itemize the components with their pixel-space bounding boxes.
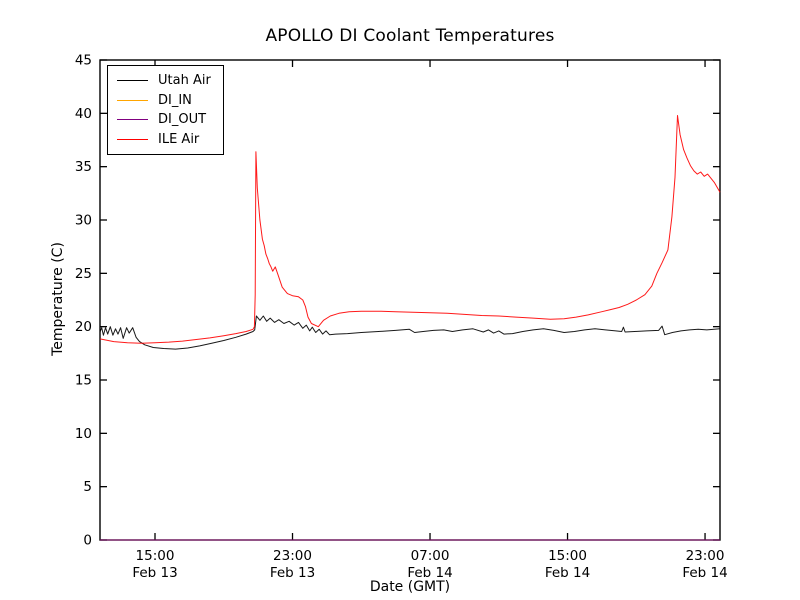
y-tick-label: 5 (83, 479, 92, 495)
y-tick-label: 30 (75, 213, 92, 229)
series-line-ile-air (99, 115, 721, 344)
legend-item-di-in: DI_IN (117, 91, 211, 111)
legend-swatch-di-out (117, 119, 148, 121)
y-tick-label: 45 (75, 53, 92, 69)
chart-title: APOLLO DI Coolant Temperatures (265, 26, 555, 46)
legend: Utah Air DI_IN DI_OUT ILE Air (107, 65, 224, 155)
x-axis-label: Date (GMT) (369, 579, 451, 595)
x-tick-time-label: 15:00 (136, 548, 175, 564)
x-tick-time-label: 15:00 (548, 548, 587, 564)
x-tick-time-label: 07:00 (411, 548, 450, 564)
legend-item-di-out: DI_OUT (117, 110, 211, 130)
y-tick-label: 35 (75, 159, 92, 175)
legend-label-di-out: DI_OUT (158, 112, 207, 128)
y-axis-label: Temperature (C) (50, 242, 66, 356)
y-tick-label: 40 (75, 106, 92, 122)
legend-swatch-ile-air (117, 138, 148, 140)
x-tick-date-label: Feb 13 (270, 565, 315, 581)
x-tick-date-label: Feb 14 (682, 565, 727, 581)
legend-label-ile-air: ILE Air (158, 131, 200, 147)
x-tick-date-label: Feb 14 (407, 565, 452, 581)
y-tick-label: 25 (75, 266, 92, 282)
x-tick-date-label: Feb 13 (132, 565, 177, 581)
x-tick-time-label: 23:00 (273, 548, 312, 564)
x-tick-time-label: 23:00 (686, 548, 725, 564)
y-tick-label: 0 (83, 533, 92, 549)
y-tick-label: 20 (75, 319, 92, 335)
legend-item-utah-air: Utah Air (117, 71, 211, 91)
y-tick-label: 10 (75, 426, 92, 442)
legend-label-utah-air: Utah Air (158, 73, 211, 89)
legend-swatch-di-in (117, 99, 148, 101)
legend-item-ile-air: ILE Air (117, 130, 211, 150)
legend-label-di-in: DI_IN (158, 92, 192, 108)
legend-swatch-utah-air (117, 80, 148, 82)
y-tick-label: 15 (75, 373, 92, 389)
x-tick-date-label: Feb 14 (545, 565, 590, 581)
series-line-utah-air (99, 315, 721, 350)
